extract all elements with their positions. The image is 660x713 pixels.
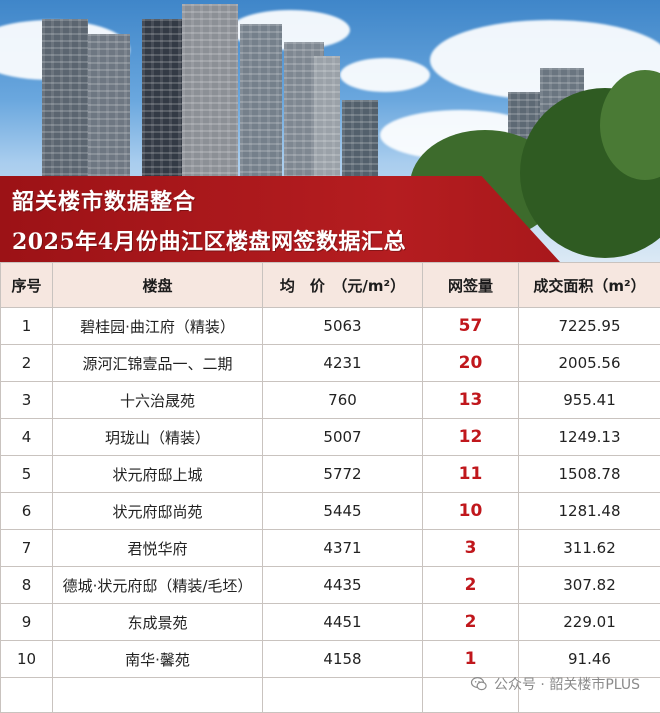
cell-area: 955.41 [519, 382, 660, 419]
cell-index: 4 [1, 419, 53, 456]
cell-price: 4371 [263, 530, 423, 567]
cell-area: 229.01 [519, 604, 660, 641]
table-row: 1 碧桂园·曲江府（精装） 5063 57 7225.95 [1, 308, 660, 345]
cell-area: 1281.48 [519, 493, 660, 530]
table-row: 8 德城·状元府邸（精装/毛坯） 4435 2 307.82 [1, 567, 660, 604]
table-row: 3 十六治晟苑 760 13 955.41 [1, 382, 660, 419]
table-row: 10 南华·馨苑 4158 1 91.46 [1, 641, 660, 678]
cell-project: 南华·馨苑 [53, 641, 263, 678]
cell-area: 311.62 [519, 530, 660, 567]
cell-area: 91.46 [519, 641, 660, 678]
cell-index: 6 [1, 493, 53, 530]
sales-table-container: 序号 楼盘 均 价 （元/m²） 网签量 成交面积（m²） 1 碧桂园·曲江府（… [0, 262, 660, 710]
cell-project: 状元府邸尚苑 [53, 493, 263, 530]
cell-index: 3 [1, 382, 53, 419]
cell-empty [1, 678, 53, 713]
cell-area: 2005.56 [519, 345, 660, 382]
cell-project: 十六治晟苑 [53, 382, 263, 419]
cell-index: 2 [1, 345, 53, 382]
cell-project: 碧桂园·曲江府（精装） [53, 308, 263, 345]
cell-area: 307.82 [519, 567, 660, 604]
table-row: 6 状元府邸尚苑 5445 10 1281.48 [1, 493, 660, 530]
cell-signed: 13 [423, 382, 519, 419]
header-price: 均 价 （元/m²） [263, 263, 423, 308]
cell-empty [263, 678, 423, 713]
cell-index: 5 [1, 456, 53, 493]
sales-table: 序号 楼盘 均 价 （元/m²） 网签量 成交面积（m²） 1 碧桂园·曲江府（… [0, 262, 660, 713]
cell-price: 760 [263, 382, 423, 419]
cell-empty [53, 678, 263, 713]
cell-price: 4451 [263, 604, 423, 641]
cell-signed: 20 [423, 345, 519, 382]
cell-index: 7 [1, 530, 53, 567]
cell-project: 君悦华府 [53, 530, 263, 567]
table-row: 9 东成景苑 4451 2 229.01 [1, 604, 660, 641]
cell-index: 8 [1, 567, 53, 604]
header-area: 成交面积（m²） [519, 263, 660, 308]
cell-signed: 10 [423, 493, 519, 530]
cell-price: 5772 [263, 456, 423, 493]
cell-index: 9 [1, 604, 53, 641]
cell-price: 4158 [263, 641, 423, 678]
table-row: 7 君悦华府 4371 3 311.62 [1, 530, 660, 567]
header-signed: 网签量 [423, 263, 519, 308]
cell-signed: 1 [423, 641, 519, 678]
table-row: 5 状元府邸上城 5772 11 1508.78 [1, 456, 660, 493]
cell-index: 1 [1, 308, 53, 345]
cell-signed: 3 [423, 530, 519, 567]
cell-project: 德城·状元府邸（精装/毛坯） [53, 567, 263, 604]
cell-signed: 57 [423, 308, 519, 345]
cell-signed: 2 [423, 604, 519, 641]
cell-price: 5007 [263, 419, 423, 456]
cell-project: 东成景苑 [53, 604, 263, 641]
watermark: 公众号 · 韶关楼市PLUS [470, 674, 640, 694]
cell-signed: 2 [423, 567, 519, 604]
cell-index: 10 [1, 641, 53, 678]
cell-signed: 12 [423, 419, 519, 456]
header-index: 序号 [1, 263, 53, 308]
table-header-row: 序号 楼盘 均 价 （元/m²） 网签量 成交面积（m²） [1, 263, 660, 308]
cell-price: 5063 [263, 308, 423, 345]
cell-project: 状元府邸上城 [53, 456, 263, 493]
cell-area: 7225.95 [519, 308, 660, 345]
cell-project: 源河汇锦壹品一、二期 [53, 345, 263, 382]
table-row: 2 源河汇锦壹品一、二期 4231 20 2005.56 [1, 345, 660, 382]
cell-price: 4435 [263, 567, 423, 604]
table-row: 4 玥珑山（精装） 5007 12 1249.13 [1, 419, 660, 456]
header-project: 楼盘 [53, 263, 263, 308]
cell-project: 玥珑山（精装） [53, 419, 263, 456]
cell-signed: 11 [423, 456, 519, 493]
cell-price: 4231 [263, 345, 423, 382]
banner-title-line1: 韶关楼市数据整合 [12, 184, 196, 216]
watermark-text: 公众号 · 韶关楼市PLUS [494, 674, 640, 694]
cell-area: 1249.13 [519, 419, 660, 456]
banner-title-line2: 2025年4月份曲江区楼盘网签数据汇总 [12, 224, 406, 256]
cell-area: 1508.78 [519, 456, 660, 493]
wechat-icon [470, 675, 488, 693]
cell-price: 5445 [263, 493, 423, 530]
